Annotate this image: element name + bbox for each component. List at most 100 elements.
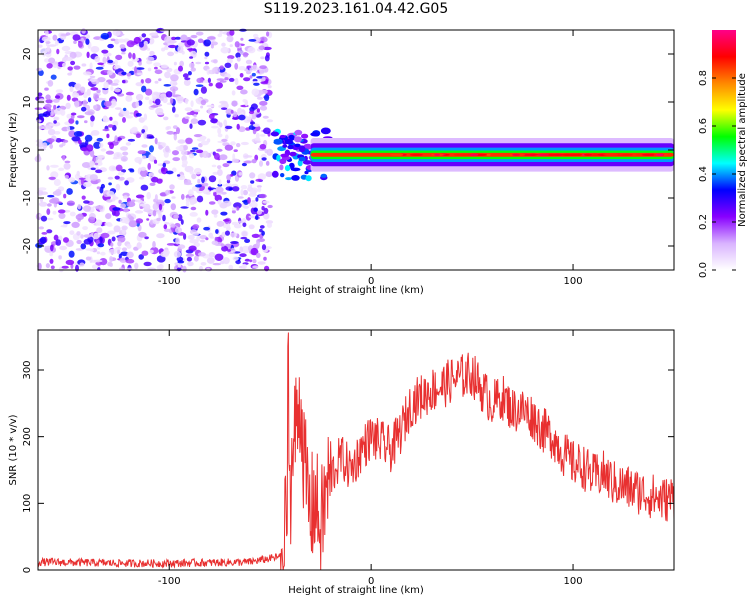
snr-series-line (37, 332, 675, 571)
noise-blob (92, 155, 97, 163)
noise-blob (186, 39, 195, 46)
noise-blob (218, 179, 222, 185)
noise-blob (73, 65, 81, 70)
noise-blob (235, 52, 241, 59)
x-tick-label: 100 (564, 576, 583, 587)
noise-blob (163, 224, 168, 230)
noise-blob (228, 264, 234, 271)
noise-blob (162, 162, 166, 168)
noise-blob (182, 159, 188, 166)
noise-blob (244, 258, 251, 262)
noise-blob (152, 241, 156, 249)
signal-peak (655, 153, 664, 156)
noise-blob (80, 86, 86, 93)
y-tick-label: 0 (22, 567, 33, 573)
noise-blob (49, 143, 53, 149)
noise-blob (226, 35, 234, 43)
transition-blob (282, 144, 288, 148)
transition-blob (273, 139, 283, 145)
noise-blob (180, 219, 184, 225)
noise-blob (50, 265, 55, 270)
noise-blob (76, 170, 80, 177)
noise-blob (259, 134, 266, 137)
noise-blob (135, 218, 144, 224)
noise-blob (90, 46, 100, 53)
noise-blob (52, 34, 58, 41)
noise-blob (167, 51, 175, 57)
noise-blob (215, 82, 223, 89)
noise-blob (180, 34, 188, 42)
noise-blob (53, 120, 57, 124)
noise-blob (134, 156, 143, 164)
noise-blob (63, 221, 71, 225)
noise-blob (169, 97, 174, 104)
noise-blob (34, 107, 43, 110)
transition-blob (305, 175, 312, 182)
noise-blob (210, 125, 219, 129)
noise-blob (88, 216, 96, 223)
noise-blob (147, 162, 151, 170)
noise-blob (94, 55, 100, 63)
noise-blob (122, 79, 126, 84)
noise-blob (46, 229, 53, 234)
noise-blob (145, 78, 152, 84)
noise-blob (213, 188, 217, 193)
y-tick-label: 0 (22, 147, 33, 153)
noise-blob (80, 177, 84, 185)
noise-blob (263, 127, 271, 135)
noise-blob (114, 59, 118, 66)
noise-blob (160, 95, 164, 101)
noise-blob (195, 84, 204, 87)
noise-blob (138, 61, 142, 66)
noise-blob (82, 71, 92, 76)
noise-blob (182, 265, 187, 273)
noise-blob (109, 116, 113, 121)
noise-blob (105, 213, 112, 220)
noise-blob (259, 225, 265, 229)
noise-blob (249, 259, 253, 263)
noise-blob (231, 210, 236, 214)
noise-blob (267, 204, 273, 209)
noise-blob (208, 82, 213, 87)
noise-blob (177, 45, 184, 54)
noise-blob (56, 48, 60, 55)
noise-blob (217, 183, 223, 187)
noise-blob (148, 154, 154, 161)
noise-blob (81, 63, 87, 67)
noise-blob (158, 144, 163, 150)
noise-blob (138, 41, 144, 48)
noise-blob (185, 253, 194, 257)
noise-blob (250, 180, 255, 184)
noise-blob (146, 56, 155, 61)
noise-blob (164, 198, 171, 204)
noise-blob (140, 184, 149, 191)
noise-blob (66, 188, 73, 195)
noise-blob (160, 251, 169, 258)
noise-blob (191, 232, 199, 236)
noise-blob (197, 178, 201, 184)
noise-blob (242, 99, 247, 103)
snr-frame (37, 329, 675, 571)
colorbar-tick-label: 0.6 (698, 118, 709, 134)
noise-blob (223, 219, 230, 222)
noise-blob (126, 201, 136, 208)
noise-blob (89, 75, 96, 79)
noise-blob (248, 39, 257, 42)
noise-blob (240, 188, 244, 196)
noise-blob (99, 258, 108, 266)
noise-blob (54, 189, 62, 196)
noise-blob (86, 88, 91, 96)
noise-blob (224, 62, 232, 68)
noise-blob (109, 256, 113, 263)
noise-blob (79, 262, 85, 267)
noise-blob (46, 45, 51, 52)
noise-blob (194, 255, 199, 262)
noise-blob (40, 215, 48, 222)
noise-blob (45, 41, 51, 44)
noise-blob (217, 169, 223, 176)
noise-blob (99, 236, 103, 244)
noise-blob (110, 38, 116, 42)
colorbar-tick-label: 0.8 (698, 70, 709, 86)
noise-blob (107, 59, 114, 64)
noise-blob (143, 261, 152, 267)
